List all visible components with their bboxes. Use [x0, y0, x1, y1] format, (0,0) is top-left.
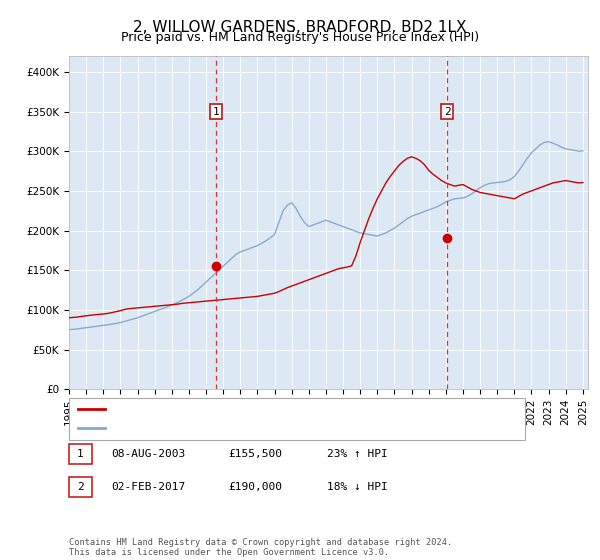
Text: 02-FEB-2017: 02-FEB-2017 [111, 482, 185, 492]
Text: 23% ↑ HPI: 23% ↑ HPI [327, 449, 388, 459]
Text: HPI: Average price, detached house, Bradford: HPI: Average price, detached house, Brad… [115, 423, 370, 433]
Text: 2: 2 [77, 482, 84, 492]
FancyBboxPatch shape [69, 398, 525, 440]
Text: 18% ↓ HPI: 18% ↓ HPI [327, 482, 388, 492]
Text: 08-AUG-2003: 08-AUG-2003 [111, 449, 185, 459]
Text: 1: 1 [77, 449, 84, 459]
Text: Contains HM Land Registry data © Crown copyright and database right 2024.
This d: Contains HM Land Registry data © Crown c… [69, 538, 452, 557]
Text: Price paid vs. HM Land Registry's House Price Index (HPI): Price paid vs. HM Land Registry's House … [121, 31, 479, 44]
FancyBboxPatch shape [69, 444, 92, 464]
Text: 2: 2 [444, 106, 451, 116]
Text: 1: 1 [213, 106, 220, 116]
Text: 2, WILLOW GARDENS, BRADFORD, BD2 1LX: 2, WILLOW GARDENS, BRADFORD, BD2 1LX [133, 20, 467, 35]
Text: £190,000: £190,000 [228, 482, 282, 492]
Text: 2, WILLOW GARDENS, BRADFORD, BD2 1LX (detached house): 2, WILLOW GARDENS, BRADFORD, BD2 1LX (de… [115, 404, 459, 414]
FancyBboxPatch shape [69, 477, 92, 497]
Text: £155,500: £155,500 [228, 449, 282, 459]
